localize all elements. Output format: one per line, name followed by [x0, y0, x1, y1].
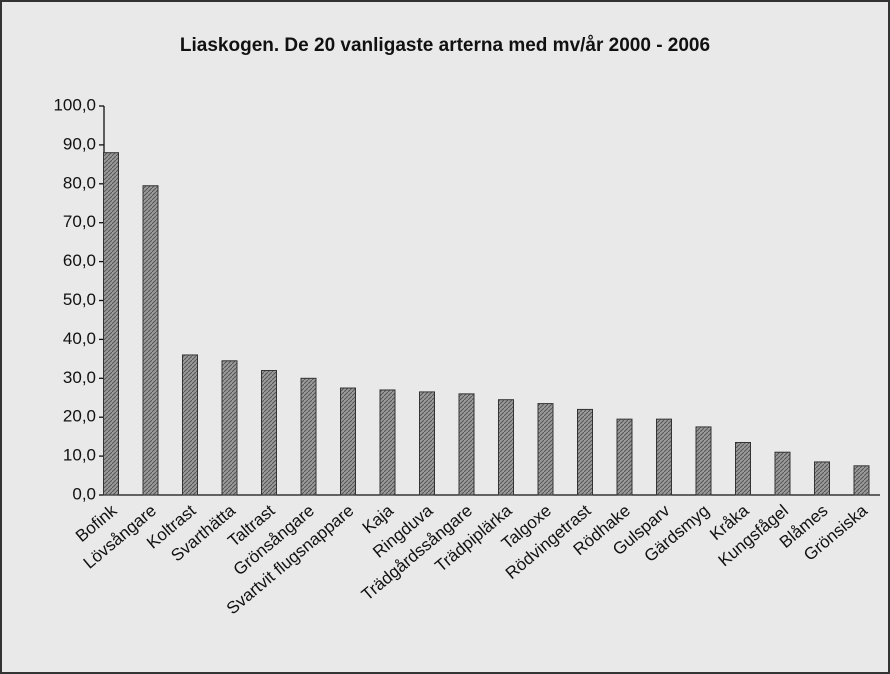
bar: [735, 441, 751, 496]
bar: [695, 426, 712, 496]
y-tick-label: 20,0: [63, 407, 96, 426]
y-tick-label: 100,0: [53, 95, 96, 114]
bar: [142, 185, 159, 496]
bar: [853, 465, 870, 496]
bar: [221, 360, 238, 496]
bar: [577, 408, 593, 496]
y-tick-label: 90,0: [63, 134, 96, 153]
bar: [419, 391, 435, 496]
bar: [498, 399, 514, 496]
y-tick-label: 80,0: [63, 173, 96, 192]
bar: [379, 389, 396, 496]
bar: [537, 403, 554, 496]
y-tick-label: 40,0: [63, 329, 96, 348]
bar: [616, 418, 633, 496]
bar: [814, 461, 830, 496]
chart-title: Liaskogen. De 20 vanligaste arterna med …: [180, 35, 710, 56]
bar: [182, 354, 198, 496]
bar: [656, 418, 672, 496]
y-tick-label: 60,0: [63, 251, 96, 270]
bar: [774, 451, 791, 496]
bar: [458, 393, 475, 496]
y-tick-label: 10,0: [63, 446, 96, 465]
bar: [103, 152, 119, 496]
bar: [300, 377, 317, 496]
bar: [261, 370, 277, 496]
y-tick-label: 30,0: [63, 368, 96, 387]
y-tick-label: 70,0: [63, 212, 96, 231]
y-tick-label: 0,0: [72, 484, 96, 503]
bar: [340, 387, 356, 496]
y-tick-label: 50,0: [63, 290, 96, 309]
